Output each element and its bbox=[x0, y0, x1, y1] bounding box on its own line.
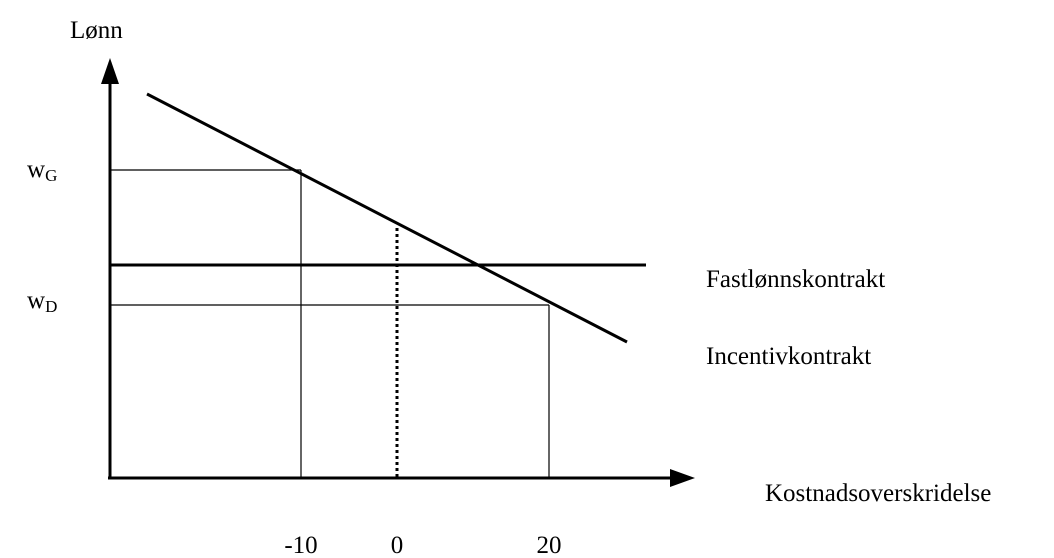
x-axis-label: Kostnadsoverskridelse bbox=[765, 480, 991, 507]
fixed-wage-label: Fastlønnskontrakt bbox=[706, 266, 885, 293]
x-tick-20: 20 bbox=[537, 532, 562, 558]
x-axis-arrowhead bbox=[670, 469, 695, 487]
y-axis-arrowhead bbox=[101, 58, 119, 84]
wg-label: wG bbox=[27, 156, 57, 185]
y-axis-label: Lønn bbox=[70, 17, 123, 44]
incentive-contract-label: Incentivkontrakt bbox=[706, 343, 871, 370]
x-tick-0: 0 bbox=[391, 532, 404, 558]
x-tick-minus10: -10 bbox=[284, 532, 317, 558]
incentive-contract-line bbox=[146, 92, 628, 344]
wd-label: wD bbox=[27, 287, 57, 316]
